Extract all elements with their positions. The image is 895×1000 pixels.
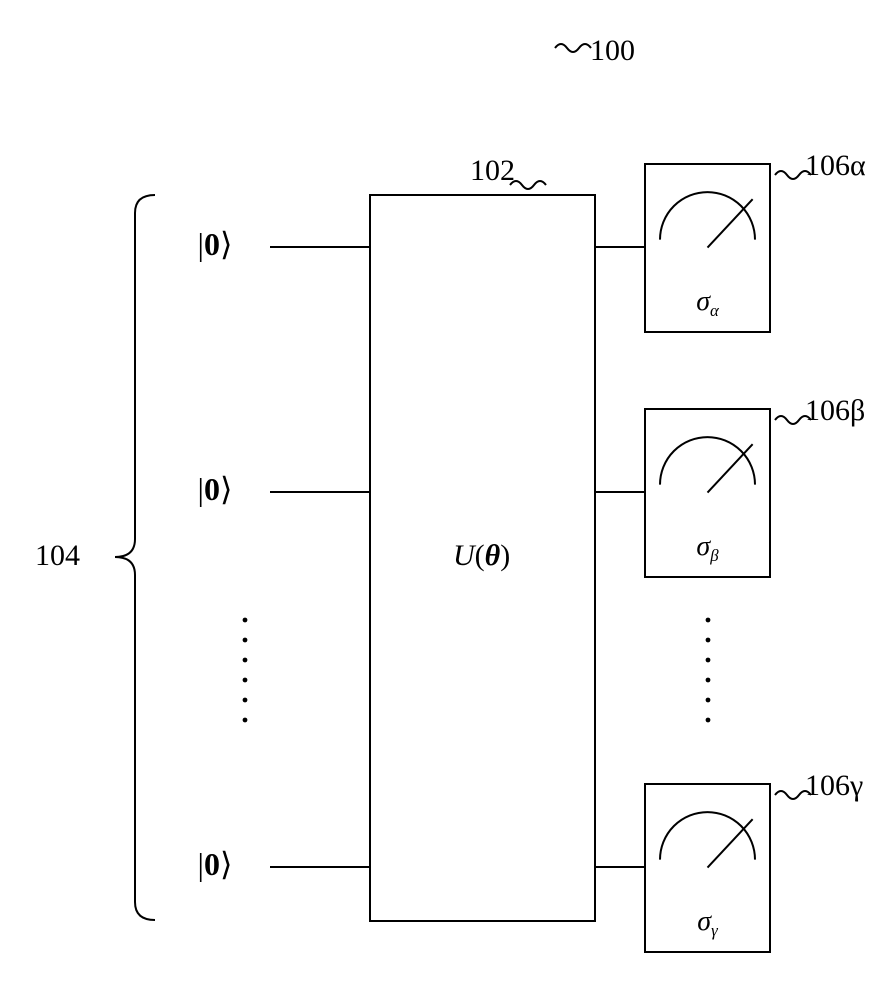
qubit-label: |0⟩ (198, 846, 233, 882)
figure-ref-100: 100 (590, 34, 635, 67)
figure-ref-meter: 106γ (805, 769, 863, 802)
figure-ref-104: 104 (35, 539, 80, 572)
unitary-label: U(θ) (453, 539, 510, 572)
qubit-label: |0⟩ (198, 226, 233, 262)
figure-ref-meter: 106α (805, 149, 866, 182)
figure-ref-102: 102 (470, 154, 515, 187)
qubit-label: |0⟩ (198, 471, 233, 507)
figure-ref-meter: 106β (805, 394, 865, 427)
